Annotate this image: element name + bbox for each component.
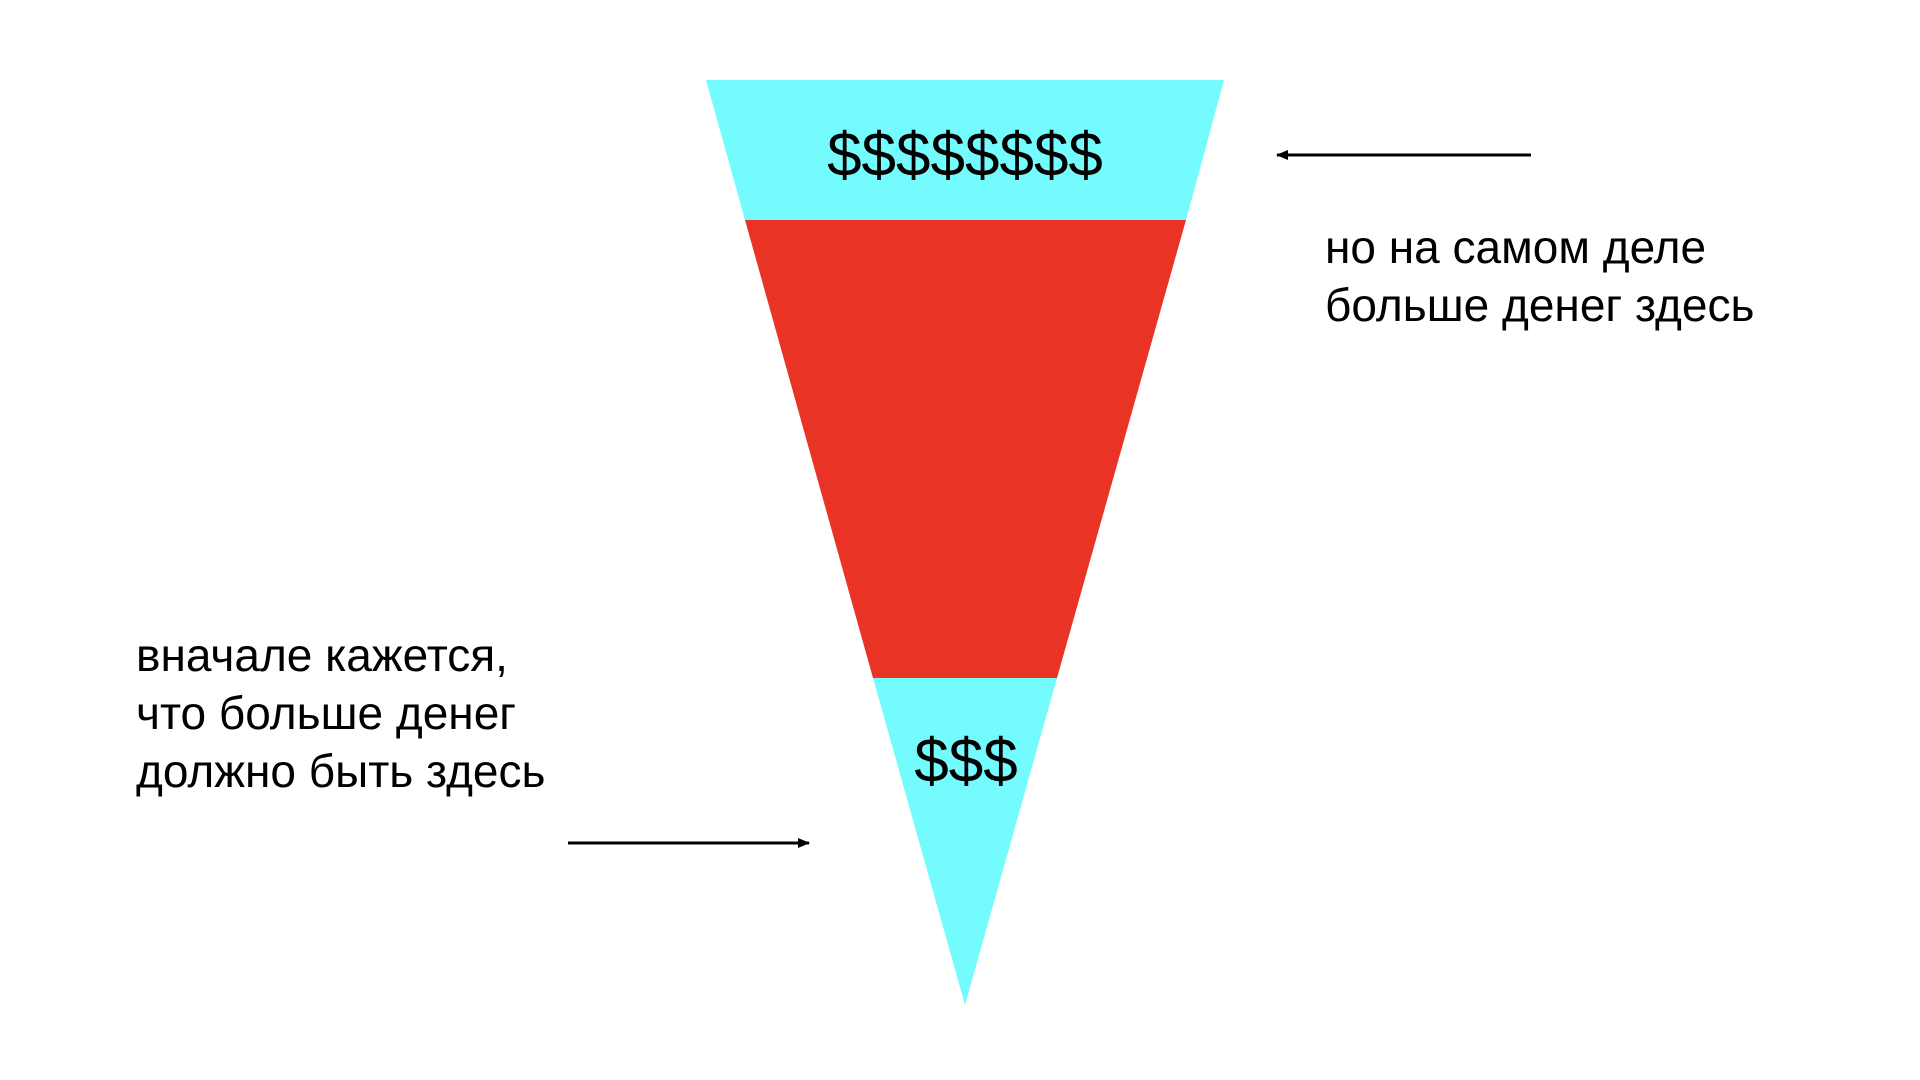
funnel-top-label: $$$$$$$$	[827, 121, 1103, 190]
funnel-bottom-label: $$$	[914, 727, 1017, 796]
right-annotation-line-1: но на самом деле	[1325, 221, 1707, 273]
left-annotation-line-2: что больше денег	[136, 687, 517, 739]
left-annotation: вначале кажется, что больше денег должно…	[136, 626, 546, 800]
left-annotation-line-3: должно быть здесь	[136, 745, 546, 797]
funnel-top-band	[706, 80, 1224, 220]
right-annotation: но на самом деле больше денег здесь	[1325, 218, 1754, 334]
left-annotation-line-1: вначале кажется,	[136, 629, 508, 681]
funnel-middle-band	[745, 220, 1186, 678]
right-annotation-line-2: больше денег здесь	[1325, 279, 1755, 331]
funnel-bottom-band	[873, 678, 1057, 1005]
